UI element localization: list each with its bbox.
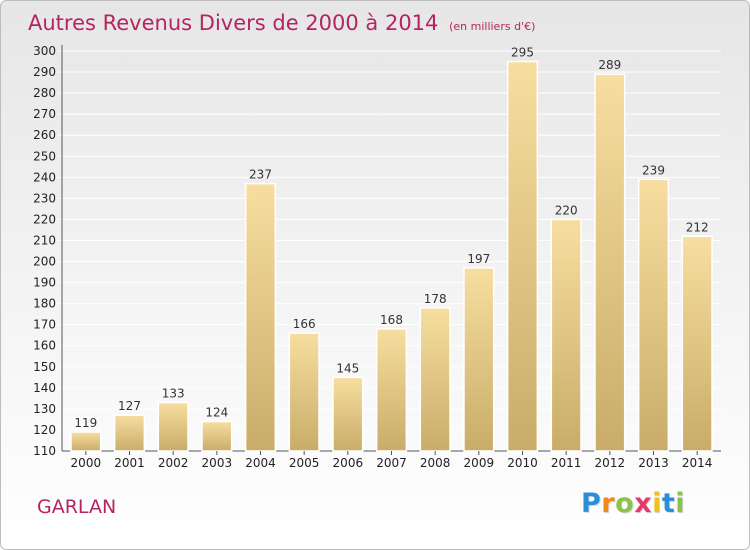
bars (70, 60, 713, 452)
y-tick-label: 120 (33, 423, 56, 437)
logo-letter: i (675, 488, 686, 519)
y-tick-label: 210 (33, 233, 56, 247)
x-tick-label: 2001 (114, 456, 145, 470)
y-tick-label: 280 (33, 86, 56, 100)
data-label: 124 (205, 406, 228, 420)
bar-2001 (113, 414, 146, 452)
bar-2003 (201, 420, 233, 452)
logo-letter: o (615, 488, 635, 519)
bar-2010 (506, 60, 539, 452)
y-tick-label: 240 (33, 170, 56, 184)
bar-2006 (332, 376, 364, 452)
y-tick-label: 290 (33, 65, 56, 79)
x-tick-label: 2005 (289, 456, 320, 470)
bar-2004 (244, 182, 277, 452)
x-tick-label: 2006 (333, 456, 364, 470)
data-label: 168 (380, 313, 403, 327)
data-label: 237 (249, 168, 272, 182)
x-tick-labels: 2000 2001 2002 2003 2004 2005 2006 2007 2008 2009… (71, 451, 713, 470)
x-tick-label: 2000 (71, 456, 102, 470)
data-label: 212 (686, 220, 709, 234)
commune-name: GARLAN (37, 496, 117, 518)
data-label: 119 (74, 416, 97, 430)
data-label: 178 (424, 292, 447, 306)
y-tick-label: 170 (33, 318, 56, 332)
y-tick-label: 260 (33, 128, 56, 142)
bar-2013 (637, 178, 670, 452)
data-label: 239 (642, 163, 665, 177)
y-tick-label: 150 (33, 360, 56, 374)
y-tick-label: 200 (33, 255, 56, 269)
bar-2012 (594, 73, 626, 452)
data-label: 145 (336, 361, 359, 375)
logo-letter: P (581, 488, 602, 519)
logo-letter: t (661, 488, 676, 519)
y-tick-labels: 110 120 130 140 150 160 170 180 190 200 210 220 230 2… (33, 44, 56, 458)
x-tick-label: 2010 (507, 456, 538, 470)
y-tick-label: 110 (33, 444, 56, 458)
chart-subtitle: (en milliers d'€) (449, 20, 536, 33)
data-labels: 119 127 133 124 237 166 145 168 178 197 295 220 289 2… (74, 46, 708, 431)
x-tick-label: 2009 (464, 456, 495, 470)
logo-letter: x (634, 488, 653, 519)
bar-2000 (70, 431, 102, 452)
x-tick-label: 2004 (245, 456, 276, 470)
data-label: 166 (293, 317, 316, 331)
y-tick-label: 160 (33, 339, 56, 353)
bar-2014 (681, 235, 713, 452)
x-tick-label: 2002 (158, 456, 189, 470)
data-label: 133 (162, 387, 185, 401)
y-tick-label: 130 (33, 402, 56, 416)
x-tick-label: 2012 (595, 456, 626, 470)
y-tick-label: 270 (33, 107, 56, 121)
data-label: 197 (467, 252, 490, 266)
y-tick-label: 190 (33, 276, 56, 290)
y-tick-label: 140 (33, 381, 56, 395)
chart-title: Autres Revenus Divers de 2000 à 2014 (en… (28, 11, 535, 35)
bar-2002 (157, 401, 189, 452)
logo-letter: i (652, 488, 662, 519)
bar-2009 (463, 267, 495, 452)
x-tick-label: 2011 (551, 456, 582, 470)
y-tick-label: 300 (33, 44, 56, 58)
x-tick-label: 2013 (638, 456, 669, 470)
chart-title-text: Autres Revenus Divers de 2000 à 2014 (28, 11, 439, 35)
proxiti-logo: Proxiti (581, 488, 685, 519)
bar-2011 (550, 218, 582, 452)
y-tick-label: 220 (33, 212, 56, 226)
y-tick-label: 180 (33, 297, 56, 311)
x-tick-label: 2008 (420, 456, 451, 470)
bar-2008 (419, 307, 451, 452)
data-label: 127 (118, 399, 141, 413)
y-tick-label: 230 (33, 191, 56, 205)
bar-2007 (375, 328, 408, 452)
data-label: 295 (511, 46, 534, 60)
y-tick-label: 250 (33, 149, 56, 163)
x-tick-label: 2003 (202, 456, 233, 470)
x-tick-label: 2014 (682, 456, 713, 470)
data-label: 289 (598, 58, 621, 72)
data-label: 220 (555, 203, 578, 217)
bar-2005 (288, 332, 320, 452)
x-tick-label: 2007 (376, 456, 407, 470)
logo-letter: r (601, 488, 616, 519)
